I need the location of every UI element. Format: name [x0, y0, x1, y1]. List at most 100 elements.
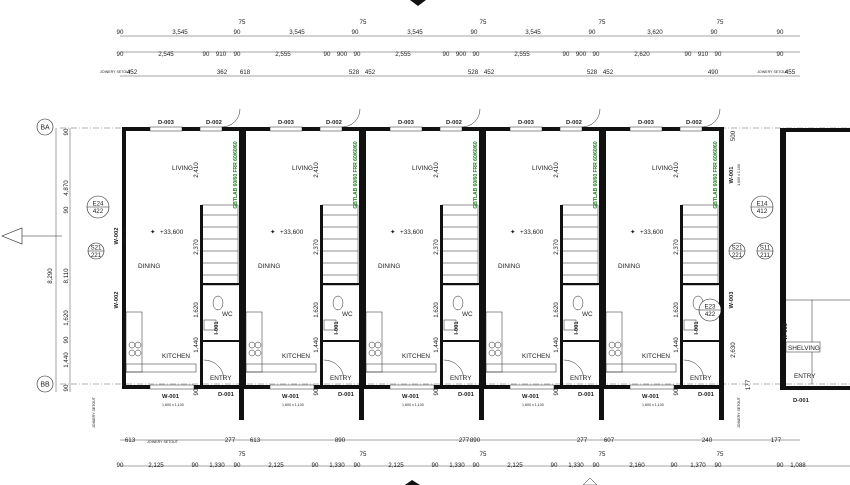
- dimension-label: 90: [117, 29, 124, 36]
- dimension-label: 1,330: [449, 462, 465, 469]
- dimension-label: 90: [433, 388, 440, 395]
- joinery-dimension: 618: [240, 69, 251, 76]
- dimension-label: 1,620: [553, 302, 560, 318]
- dimension-label: 3,545: [172, 29, 188, 36]
- dimension-label: 90: [117, 462, 124, 469]
- bottom-dimension-chain: 75 75 75 75 75 90 2,125 90 1,330 90 2,125 90 1,330 9…: [117, 451, 850, 469]
- dimension-label: 900: [576, 51, 587, 58]
- dimension-label: 1,620: [433, 302, 440, 318]
- dimension-label: 90: [443, 51, 450, 58]
- door-tag-d003: D-003: [278, 120, 295, 126]
- room-label-living: LIVING: [532, 165, 553, 172]
- dimension-label: 2,555: [395, 51, 411, 58]
- room-label-kitchen: KITCHEN: [162, 353, 190, 360]
- dimension-label: 75: [480, 451, 487, 458]
- room-label-dining: DINING: [378, 263, 400, 270]
- internal-window-tag: I-001: [574, 321, 580, 335]
- dimension-label: 90: [471, 29, 478, 36]
- dimension-label: 90: [63, 128, 70, 135]
- dimension-label: 90: [671, 462, 678, 469]
- dimension-label: 90: [589, 29, 596, 36]
- dimension-label: 2,125: [507, 462, 523, 469]
- room-label-dining: DINING: [138, 263, 160, 270]
- dimension-label: 90: [553, 388, 560, 395]
- room-label-wc: WC: [342, 311, 353, 318]
- door-tag-d002: D-002: [686, 120, 702, 126]
- partial-unit-right: SHELVING ENTRY D-001 W-003: [780, 128, 850, 404]
- section-arrow-left: [1, 227, 23, 245]
- window-tag: W-001: [402, 394, 420, 400]
- north-marker: [410, 0, 426, 6]
- joinery-dimension: 455: [785, 69, 796, 76]
- dimension-label: 90: [117, 51, 124, 58]
- door-tag-d003: D-003: [638, 120, 655, 126]
- section-tag-sheet: 211: [760, 252, 770, 259]
- dimension-label: 75: [599, 451, 606, 458]
- dimension-label: 3,545: [407, 29, 423, 36]
- joinery-dimension: 613: [250, 437, 261, 444]
- dimension-label: 2,370: [673, 239, 680, 255]
- room-label-kitchen: KITCHEN: [282, 353, 310, 360]
- partial-entry-label: ENTRY: [794, 373, 816, 380]
- window-size: 1,600 x 1,100: [282, 403, 304, 407]
- fire-wall-label: GBTLAB 60/60 FRR 60/60/60: [713, 141, 719, 208]
- joinery-dimension: 528: [468, 69, 479, 76]
- dimension-label: 90: [593, 462, 600, 469]
- dimension-label: 2,555: [275, 51, 291, 58]
- room-label-wc: WC: [462, 311, 473, 318]
- section-tag-sheet: 422: [705, 311, 716, 318]
- dimension-label: 2,125: [268, 462, 284, 469]
- internal-window-tag: I-001: [334, 321, 340, 335]
- fire-wall-label: GBTLAB 60/60 FRR 60/60/60: [353, 141, 359, 208]
- section-tag-code: S21: [90, 245, 102, 252]
- dimension-label: 177: [745, 379, 752, 390]
- dimension-label: 90: [63, 336, 70, 343]
- dimension-label: 90: [715, 462, 722, 469]
- room-label-living: LIVING: [652, 165, 673, 172]
- dimension-label: 1,440: [63, 352, 70, 368]
- dimension-label: 90: [563, 51, 570, 58]
- dimension-label: 75: [717, 19, 724, 26]
- dimension-label: 90: [715, 51, 722, 58]
- dimension-label: 1,088: [790, 462, 806, 469]
- dimension-label: 2,125: [388, 462, 404, 469]
- dimension-label: 1,620: [193, 302, 200, 318]
- dimension-label: 90: [711, 29, 718, 36]
- section-tag-code: E23: [704, 304, 716, 311]
- dimension-label: 90: [234, 51, 241, 58]
- door-tag-d001: D-001: [458, 392, 475, 398]
- room-label-dining: DINING: [498, 263, 520, 270]
- dimension-label: 910: [698, 51, 709, 58]
- dimension-label: 500: [730, 130, 737, 141]
- dimension-label: 1,620: [313, 302, 320, 318]
- dimension-label: 1,440: [433, 337, 440, 353]
- room-label-wc: WC: [582, 311, 593, 318]
- dimension-label: 3,620: [647, 29, 663, 36]
- dimension-label: 90: [473, 462, 480, 469]
- window-tag: W-001: [642, 394, 660, 400]
- level-marker-icon: ✦: [270, 229, 275, 236]
- door-tag-d001: D-001: [578, 392, 595, 398]
- dimension-label: 4,870: [63, 180, 70, 196]
- room-label-kitchen: KITCHEN: [522, 353, 550, 360]
- unit-4: LIVING DINING KITCHEN WC ENTRY +33,600 ✦ D-003 D…: [482, 108, 604, 420]
- joinery-dimension: 452: [603, 69, 614, 76]
- joinery-setout-vertical-right: JOINERY SETOUT: [737, 396, 741, 428]
- door-tag-d001: D-001: [338, 392, 355, 398]
- dimension-label: 90: [312, 462, 319, 469]
- dimension-label: 910: [216, 51, 227, 58]
- dimension-label: 75: [717, 451, 724, 458]
- joinery-dimension: 240: [702, 437, 713, 444]
- door-tag-d001: D-001: [698, 392, 715, 398]
- section-tag-code: E24: [92, 201, 104, 208]
- unit-5: LIVINGDININGKITCHENWCENTRY+33,600✦D-003D…: [602, 108, 724, 420]
- dimension-label: 90: [473, 51, 480, 58]
- door-tag-d002: D-002: [566, 120, 582, 126]
- level-label: +33,600: [400, 229, 424, 236]
- dimension-label: 1,370: [690, 462, 706, 469]
- unit-3: LIVING DINING KITCHEN WC ENTRY +33,600 ✦ D-003 D…: [362, 108, 484, 420]
- dimension-label: 75: [360, 19, 367, 26]
- level-marker-icon: ✦: [390, 229, 395, 236]
